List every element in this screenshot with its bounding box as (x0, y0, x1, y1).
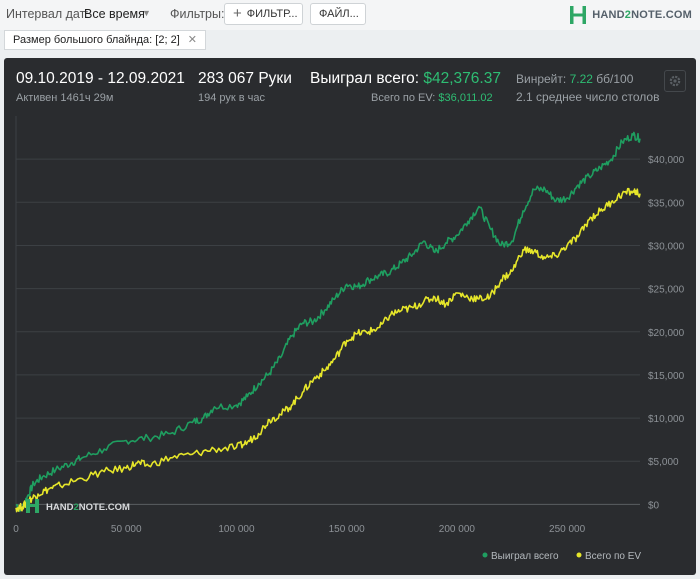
chevron-down-icon[interactable]: ▼ (142, 8, 151, 18)
x-tick-label: 250 000 (549, 524, 586, 535)
x-tick-label: 0 (13, 524, 19, 535)
hand2note-logo: HAND2NOTE.COM (569, 4, 692, 26)
avg-tables: 2.1 среднее число столов (516, 90, 660, 104)
chart-watermark: HAND2NOTE.COM (26, 499, 130, 513)
legend-label: Выиграл всего (491, 551, 559, 562)
y-tick-label: $30,000 (648, 241, 685, 252)
add-filter-button[interactable]: + ФИЛЬТР... (224, 3, 303, 25)
active-time: Активен 1461ч 29м (16, 92, 114, 104)
close-icon[interactable]: ✕ (187, 34, 197, 46)
y-tick-label: $40,000 (648, 155, 685, 166)
hands-per-hour: 194 рук в час (198, 92, 266, 104)
x-tick-label: 200 000 (439, 524, 476, 535)
legend-marker (482, 552, 488, 558)
y-tick-label: $20,000 (648, 328, 685, 339)
filter-chip[interactable]: Размер большого блайнда: [2; 2] ✕ (4, 30, 206, 50)
interval-select[interactable]: Все время (84, 7, 145, 21)
y-tick-label: $0 (648, 500, 660, 511)
y-tick-label: $5,000 (648, 457, 679, 468)
toolbar: Интервал дат: Все время ▼ Фильтры: + ФИЛЬ… (0, 0, 700, 30)
x-tick-label: 50 000 (111, 524, 142, 535)
series-line (15, 187, 641, 513)
y-tick-label: $15,000 (648, 371, 685, 382)
y-tick-label: $25,000 (648, 285, 685, 296)
filter-chip-label: Размер большого блайнда: [2; 2] (13, 34, 180, 46)
date-range: 09.10.2019 - 12.09.2021 (16, 70, 185, 87)
plus-icon: + (233, 5, 242, 22)
y-tick-label: $35,000 (648, 198, 685, 209)
x-tick-label: 100 000 (218, 524, 255, 535)
x-tick-label: 150 000 (329, 524, 366, 535)
series-line (15, 131, 641, 513)
filters-label: Фильтры: (170, 7, 225, 21)
files-label: ФАЙЛ... (319, 8, 359, 20)
won-total: Выиграл всего: $42,376.37 (310, 70, 501, 87)
profit-chart: $0 $5,000 $10,000 $15,000 $20,000 $25,000 $30,… (13, 116, 685, 562)
settings-button[interactable] (664, 70, 686, 92)
logo-text: HAND2NOTE.COM (592, 9, 692, 21)
files-button[interactable]: ФАЙЛ... (310, 3, 366, 25)
ev-total: Всего по EV: $36,011.02 (371, 92, 493, 104)
legend-label: Всего по EV (585, 551, 641, 562)
y-tick-label: $10,000 (648, 414, 685, 425)
svg-text:HAND2NOTE.COM: HAND2NOTE.COM (46, 502, 130, 513)
results-panel: 09.10.2019 - 12.09.2021 Активен 1461ч 29… (4, 58, 696, 575)
logo-icon (570, 6, 587, 24)
legend-marker (576, 552, 582, 558)
winrate: Винрейт: 7.22 бб/100 (516, 72, 634, 86)
add-filter-label: ФИЛЬТР... (246, 8, 298, 20)
gear-icon (669, 75, 681, 87)
interval-label: Интервал дат: (6, 7, 89, 21)
hands-count: 283 067 Руки (198, 70, 292, 87)
